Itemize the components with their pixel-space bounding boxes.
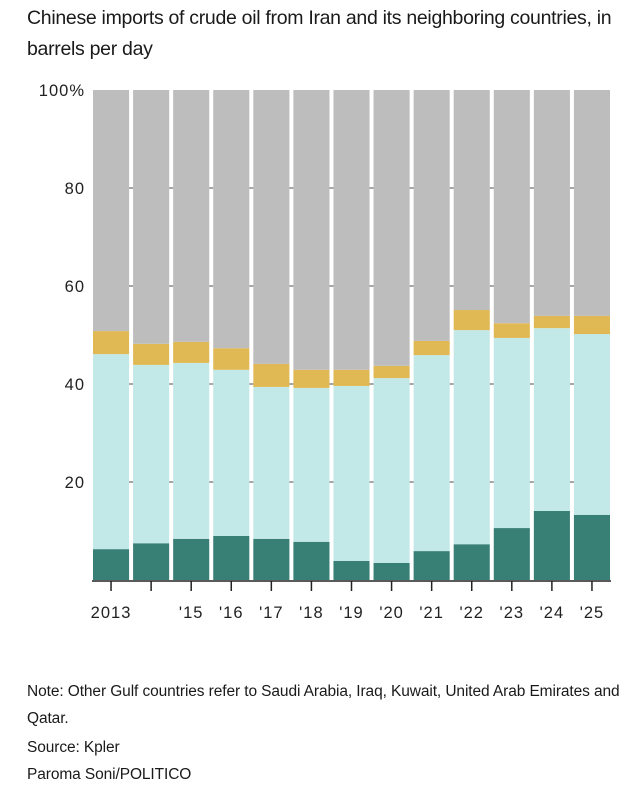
x-tick-label-2018: '18 <box>299 604 324 622</box>
bar-segment-iran-2017 <box>253 538 290 580</box>
bar-segment-rest-of-world-2024 <box>533 90 570 316</box>
bar-segment-iran-2019 <box>333 560 370 580</box>
bar-segment-iran-2023 <box>493 528 530 580</box>
gridlines-layer <box>129 187 574 483</box>
bar-segment-iran-2018 <box>293 541 330 580</box>
x-tick-label-2016: '16 <box>219 604 244 622</box>
bar-segment-rest-of-world-2017 <box>253 90 290 364</box>
bar-segment-other-neighboring-countries-2022 <box>453 310 490 331</box>
bars-layer <box>93 90 610 580</box>
y-tick-label-100: 100% <box>39 82 85 100</box>
bar-segment-other-neighboring-countries-2014 <box>133 343 170 365</box>
y-tick-label-60: 60 <box>65 278 85 296</box>
bar-segment-other-gulf-countries-2013 <box>93 354 130 550</box>
bar-segment-rest-of-world-2023 <box>493 90 530 324</box>
chart-title: Chinese imports of crude oil from Iran a… <box>27 7 612 60</box>
bar-segment-rest-of-world-2018 <box>293 90 330 370</box>
bar-segment-rest-of-world-2013 <box>93 90 130 332</box>
bar-segment-other-neighboring-countries-2024 <box>533 315 570 329</box>
chart-notes: Note: Other Gulf countries refer to Saud… <box>27 678 627 788</box>
source-text: Source: Kpler <box>27 739 120 756</box>
y-tick-label-40: 40 <box>65 376 85 394</box>
bar-segment-iran-2014 <box>133 543 170 580</box>
bar-segment-other-neighboring-countries-2013 <box>93 331 130 355</box>
x-tick-label-2019: '19 <box>339 604 364 622</box>
bar-segment-rest-of-world-2021 <box>413 90 450 341</box>
bar-segment-other-neighboring-countries-2018 <box>293 369 330 388</box>
bar-segment-other-neighboring-countries-2017 <box>253 363 290 387</box>
x-tick-label-2013: 2013 <box>91 604 132 622</box>
stacked-bar-chart: 20 40 60 80 100% 2013 '15 '16 '17 '18 '19 '20 '21 '2… <box>39 82 611 622</box>
bar-segment-other-gulf-countries-2020 <box>373 378 410 563</box>
bar-segment-rest-of-world-2016 <box>213 90 250 349</box>
bar-segment-other-gulf-countries-2017 <box>253 386 290 539</box>
bar-segment-iran-2020 <box>373 562 410 580</box>
bar-segment-other-gulf-countries-2023 <box>493 337 530 529</box>
bar-segment-other-gulf-countries-2014 <box>133 364 170 544</box>
bar-segment-other-neighboring-countries-2020 <box>373 365 410 379</box>
bar-segment-iran-2013 <box>93 549 130 580</box>
x-tick-label-2015: '15 <box>179 604 204 622</box>
bar-segment-other-neighboring-countries-2021 <box>413 340 450 356</box>
bar-segment-rest-of-world-2022 <box>453 90 490 311</box>
bar-segment-rest-of-world-2014 <box>133 90 170 344</box>
x-tick-label-2025: '25 <box>580 604 605 622</box>
bar-segment-other-gulf-countries-2016 <box>213 369 250 536</box>
note-text: Note: Other Gulf countries refer to Saud… <box>27 683 620 727</box>
bar-segment-iran-2022 <box>453 544 490 580</box>
y-tick-label-80: 80 <box>65 180 85 198</box>
bar-segment-other-gulf-countries-2018 <box>293 387 330 542</box>
bar-segment-rest-of-world-2020 <box>373 90 410 366</box>
bar-segment-iran-2016 <box>213 535 250 580</box>
bar-segment-iran-2024 <box>533 510 570 580</box>
bar-segment-iran-2025 <box>573 514 610 580</box>
x-tick-label-2021: '21 <box>419 604 444 622</box>
x-tick-label-2017: '17 <box>259 604 284 622</box>
credit-text: Paroma Soni/POLITICO <box>27 766 192 783</box>
x-tick-label-2024: '24 <box>540 604 565 622</box>
x-axis: 2013 '15 '16 '17 '18 '19 '20 '21 '22 '23 '24 '25 <box>91 580 611 622</box>
bar-segment-other-gulf-countries-2021 <box>413 355 450 552</box>
bar-segment-other-gulf-countries-2024 <box>533 328 570 511</box>
bar-segment-rest-of-world-2019 <box>333 90 370 370</box>
bar-segment-other-neighboring-countries-2016 <box>213 348 250 370</box>
x-tick-label-2020: '20 <box>379 604 404 622</box>
y-tick-label-20: 20 <box>65 474 85 492</box>
bar-segment-other-gulf-countries-2022 <box>453 330 490 545</box>
bar-segment-iran-2021 <box>413 551 450 580</box>
bar-segment-other-neighboring-countries-2023 <box>493 323 530 338</box>
bar-segment-other-neighboring-countries-2025 <box>573 315 610 335</box>
bar-segment-other-gulf-countries-2025 <box>573 334 610 515</box>
y-axis: 20 40 60 80 100% <box>39 82 85 492</box>
x-tick-label-2022: '22 <box>459 604 484 622</box>
bar-segment-other-gulf-countries-2019 <box>333 385 370 561</box>
bar-segment-rest-of-world-2015 <box>173 90 210 342</box>
bar-segment-other-gulf-countries-2015 <box>173 362 210 539</box>
bar-segment-iran-2015 <box>173 538 210 580</box>
bar-segment-other-neighboring-countries-2015 <box>173 341 210 363</box>
bar-segment-rest-of-world-2025 <box>573 90 610 316</box>
x-tick-label-2023: '23 <box>500 604 525 622</box>
bar-segment-other-neighboring-countries-2019 <box>333 369 370 386</box>
